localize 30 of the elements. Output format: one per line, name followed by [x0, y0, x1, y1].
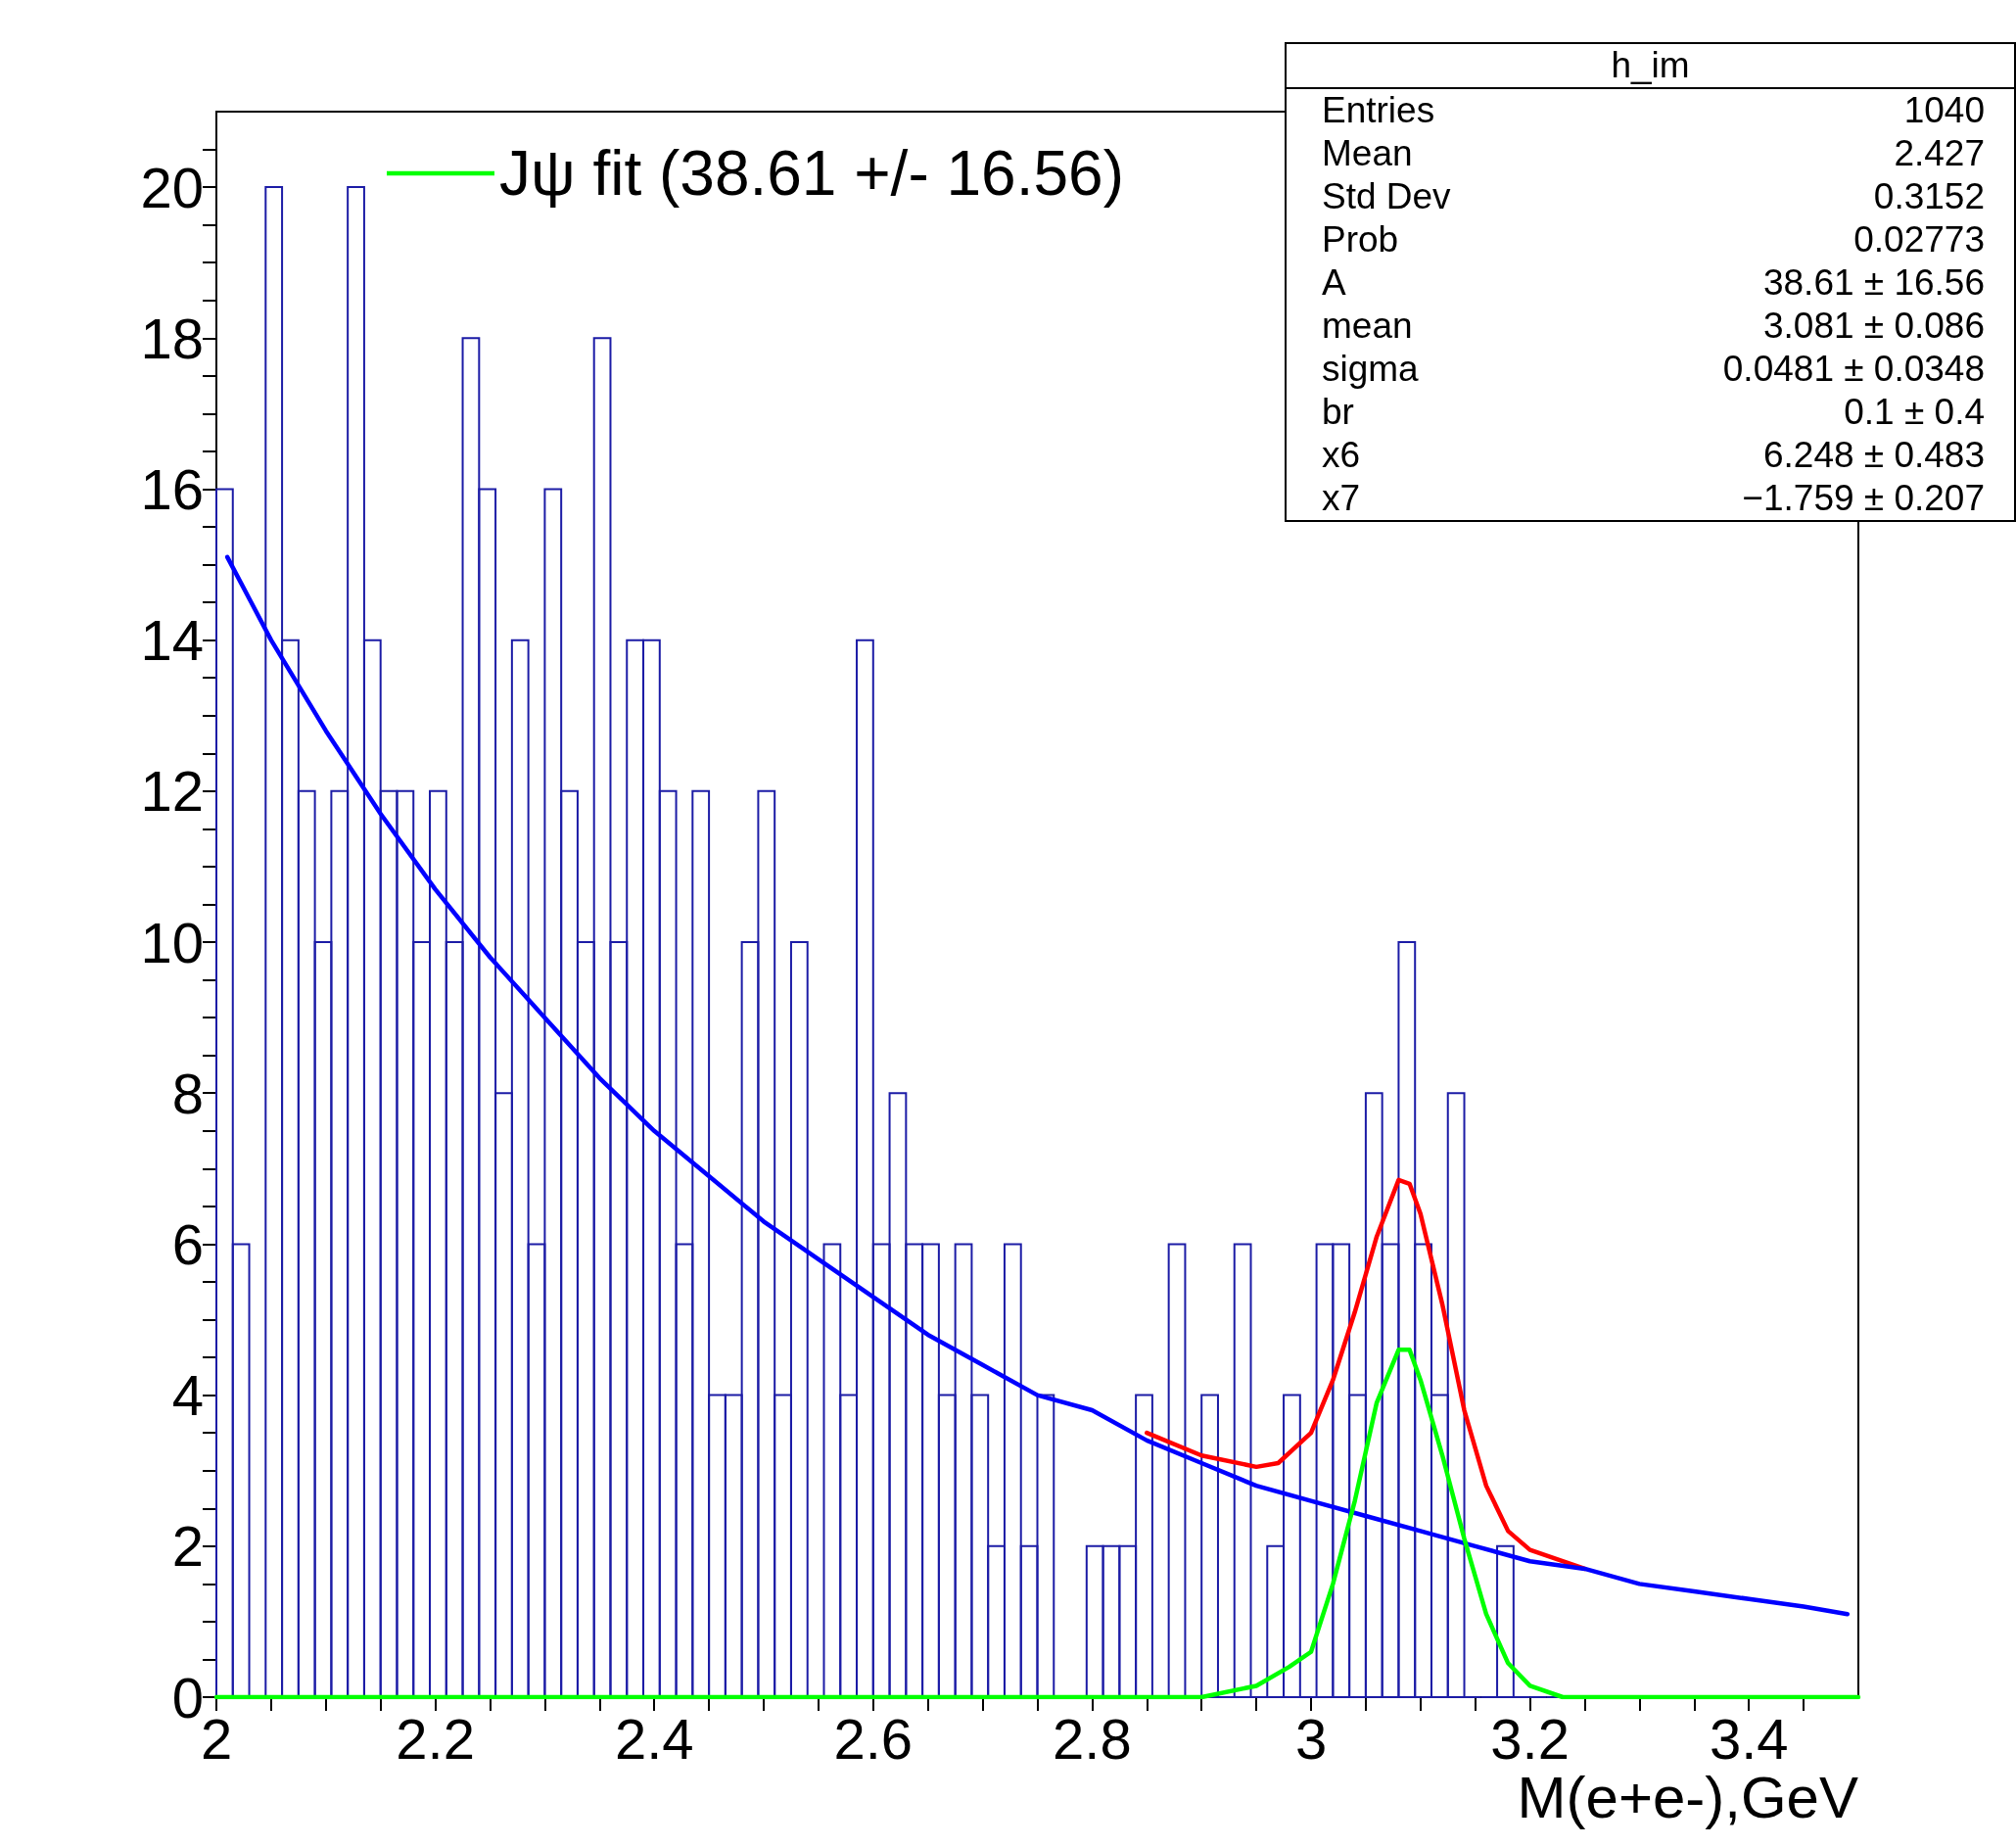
text: mean 3.081 ± 0.086: [1322, 306, 1985, 346]
x-tick-label: 2.2: [396, 1706, 475, 1771]
y-tick-label: 2: [171, 1514, 204, 1579]
y-tick-label: 4: [171, 1363, 204, 1428]
line-series: [224, 554, 1851, 1617]
x-tick-label: 2.6: [833, 1706, 914, 1771]
y-tick-label: 14: [140, 608, 204, 673]
line-series: [213, 1348, 1861, 1700]
legend-label: Jψ fit (38.61 +/- 16.56): [499, 138, 1124, 209]
y-tick-label: 12: [140, 759, 204, 824]
y-tick-label: 18: [140, 306, 204, 370]
y-tick-label: 8: [171, 1061, 204, 1125]
text: x6 6.248 ± 0.483: [1322, 435, 1985, 475]
text: Mean 2.427: [1322, 133, 1985, 173]
text: sigma 0.0481 ± 0.0348: [1322, 349, 1985, 389]
x-tick-label: 2.4: [614, 1706, 694, 1771]
y-tick-label: 0: [171, 1665, 204, 1729]
text: Prob 0.02773: [1322, 219, 1985, 260]
y-tick-label: 20: [140, 155, 204, 219]
y-tick-label: 10: [140, 910, 204, 974]
text: x7 −1.759 ± 0.207: [1322, 478, 1985, 518]
text: br 0.1 ± 0.4: [1322, 392, 1985, 432]
text: h_im: [1287, 44, 2014, 89]
y-tick-label: 6: [171, 1211, 204, 1276]
text: Std Dev 0.3152: [1322, 176, 1985, 216]
text: A 38.61 ± 16.56: [1322, 262, 1985, 303]
y-tick-label: 16: [140, 456, 204, 521]
x-tick-label: 3: [1294, 1706, 1328, 1771]
x-tick-label: 2.8: [1053, 1706, 1132, 1771]
text: Entries 1040: [1322, 90, 1985, 130]
